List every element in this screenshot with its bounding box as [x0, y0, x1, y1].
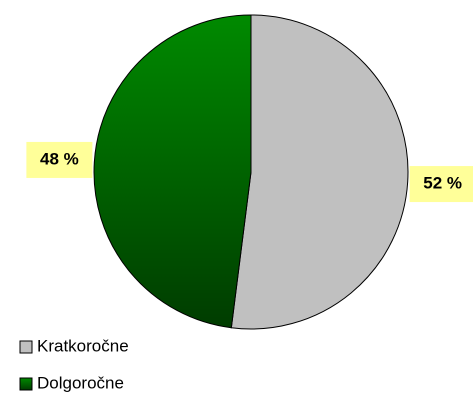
pie-slice	[230, 14, 409, 330]
data-label: 48 %	[40, 149, 79, 168]
label-box	[26, 141, 93, 178]
label-box	[409, 166, 473, 203]
data-label: 52 %	[423, 174, 462, 193]
legend-label: Dolgoročne	[37, 373, 124, 392]
legend-swatch	[19, 340, 33, 354]
legend-label: Kratkoročne	[37, 336, 129, 355]
legend-swatch	[19, 377, 33, 391]
pie-slice	[93, 14, 252, 329]
